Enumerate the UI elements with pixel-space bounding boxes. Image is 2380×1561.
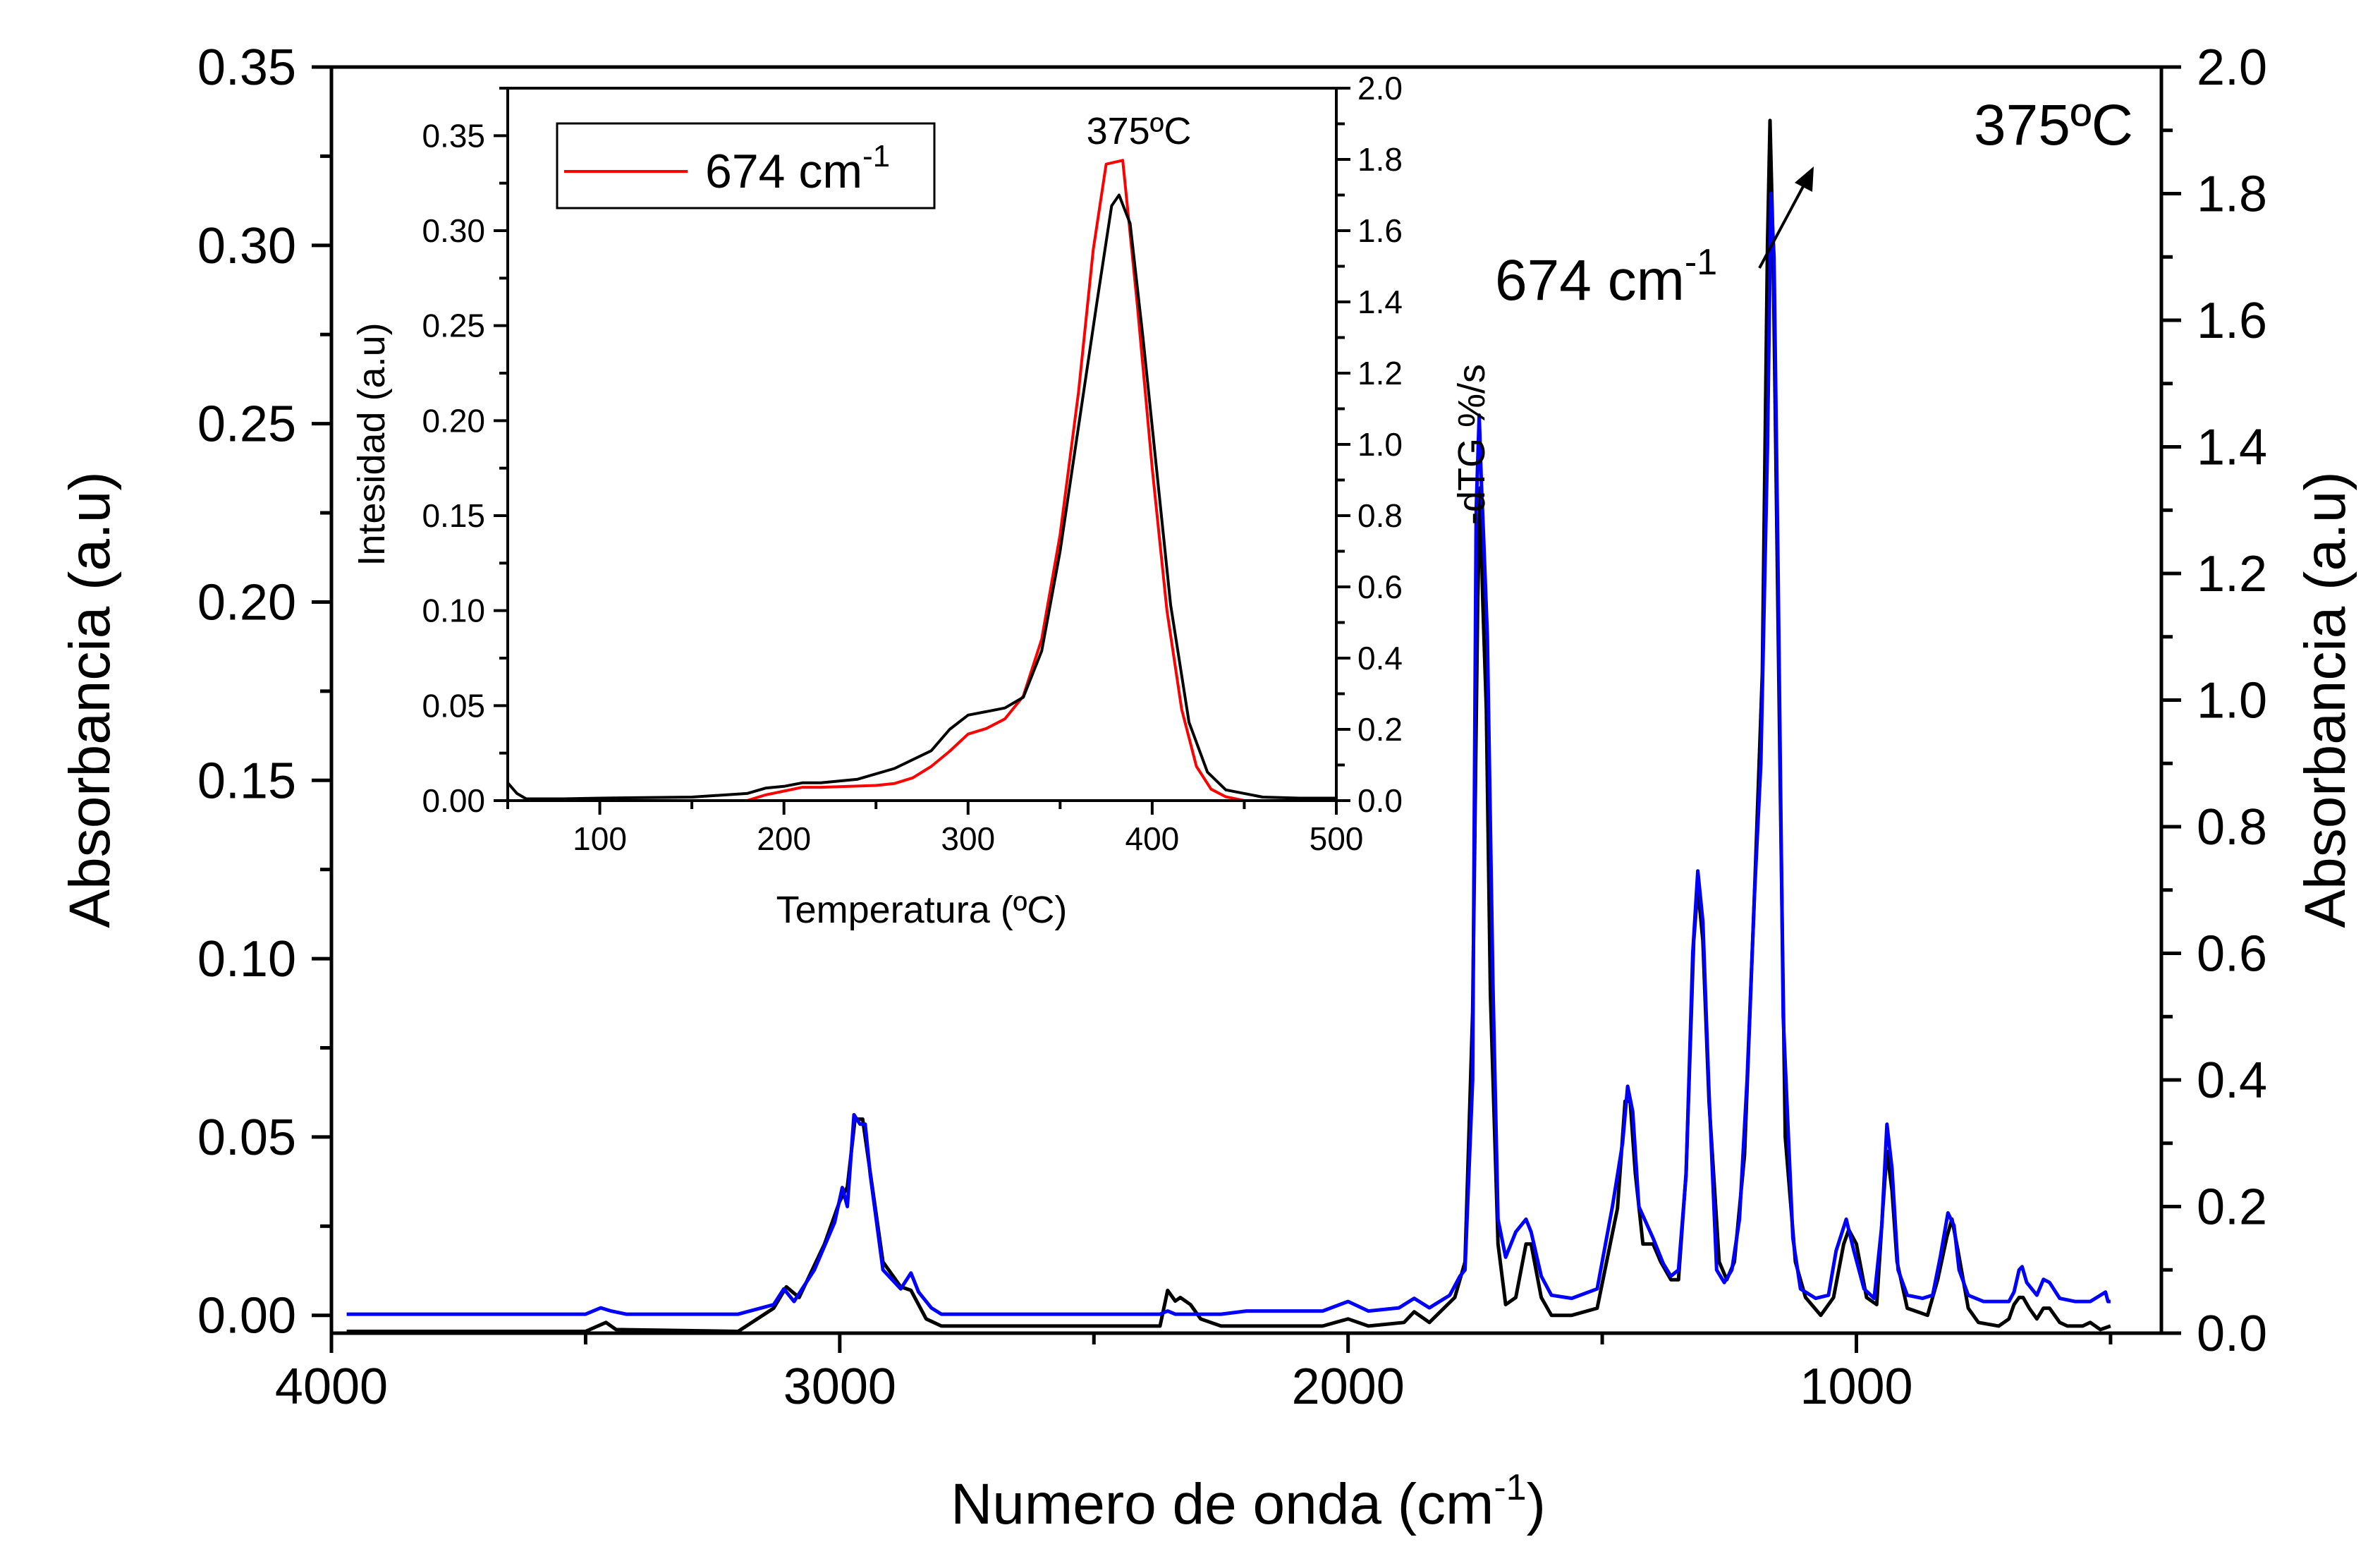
inset-y-left-tick-label: 0.20 [422, 402, 485, 439]
inset-y-right-tick-label: 0.4 [1357, 640, 1403, 676]
main-y-right-tick-label: 1.0 [2197, 673, 2267, 729]
inset-y-ticks-left: 0.00 0.05 0.10 0.15 0.20 0.25 0.30 0.35 [422, 87, 508, 819]
inset-x-tick-label: 400 [1125, 820, 1180, 857]
peak-annotation: 674 cm-1 [1495, 166, 1814, 312]
main-x-tick-label: 4000 [275, 1359, 388, 1415]
inset-legend: 674 cm-1 [556, 122, 936, 209]
inset-y-right-tick-label: 0.6 [1357, 569, 1403, 605]
inset-x-ticks: 100 200 300 400 500 [506, 801, 1364, 857]
main-y-right-tick-label: 0.4 [2197, 1052, 2267, 1109]
main-y-left-tick-label: 0.30 [197, 218, 296, 274]
peak-annotation-arrow-head [1795, 166, 1814, 192]
main-series-line-1 [346, 192, 2111, 1316]
main-y-right-tick-label: 1.4 [2197, 420, 2267, 476]
inset-x-tick-label: 200 [757, 820, 811, 857]
main-y-left-tick-label: 0.20 [197, 574, 296, 631]
main-y-left-tick-label: 0.35 [197, 40, 296, 96]
inset-y-right-tick-label: 0.0 [1357, 782, 1403, 819]
main-y-right-tick-label: 2.0 [2197, 40, 2267, 96]
main-y-right-tick-label: 0.2 [2197, 1179, 2267, 1236]
main-x-tick-label: 3000 [783, 1359, 896, 1415]
inset-y-right-tick-label: 0.2 [1357, 711, 1403, 748]
inset-x-tick-label: 100 [573, 820, 627, 857]
inset-legend-label: 674 cm-1 [705, 139, 890, 198]
main-series-layer [346, 119, 2111, 1333]
peak-annotation-arrow-line [1758, 179, 1808, 269]
main-y-right-tick-label: 0.0 [2197, 1306, 2267, 1362]
main-y-left-tick-label: 0.10 [197, 931, 296, 988]
inset-y-right-tick-label: 2.0 [1357, 70, 1403, 107]
inset-chart: 100 200 300 400 500 0.00 0.05 0.10 0.15 0.20 0.25… [350, 70, 1493, 931]
main-y-right-tick-label: 0.8 [2197, 799, 2267, 856]
main-y-ticks-left: 0.00 0.05 0.10 0.15 0.20 0.25 0.30 0.35 [197, 40, 331, 1344]
main-y-right-tick-label: 1.6 [2197, 293, 2267, 349]
main-series-line-0 [346, 119, 2111, 1333]
main-y-right-tick-label: 1.2 [2197, 546, 2267, 602]
inset-y-axis-title-right: -dTG %/s [1451, 364, 1493, 525]
main-y-left-tick-label: 0.15 [197, 753, 296, 809]
inset-y-left-tick-label: 0.30 [422, 212, 485, 249]
inset-peak-annotation: 375ºC [1087, 110, 1192, 152]
inset-series-line-1 [506, 193, 1336, 801]
inset-y-ticks-right: 0.0 0.2 0.4 0.6 0.8 1.0 1.2 1.4 1.6 1.8 2.0 [1336, 70, 1403, 819]
inset-x-axis-title: Temperatura (ºC) [776, 889, 1068, 931]
inset-series-layer [506, 159, 1336, 802]
main-chart: 4000 3000 2000 1000 0.00 0.05 0.10 0.15 0.20 0.2… [58, 40, 2357, 1536]
inset-y-right-tick-label: 1.8 [1357, 141, 1403, 178]
main-corner-annotation: 375ºC [1974, 93, 2133, 157]
main-y-right-tick-label: 0.6 [2197, 926, 2267, 983]
inset-y-right-tick-label: 1.4 [1357, 284, 1403, 320]
main-x-tick-label: 2000 [1292, 1359, 1405, 1415]
inset-x-tick-label: 500 [1310, 820, 1364, 857]
main-y-right-tick-label: 1.8 [2197, 166, 2267, 223]
main-y-axis-title-left: Absorbancia (a.u) [58, 471, 122, 928]
inset-y-right-tick-label: 1.6 [1357, 212, 1403, 249]
inset-y-left-tick-label: 0.25 [422, 308, 485, 344]
inset-y-left-tick-label: 0.00 [422, 782, 485, 819]
inset-y-left-tick-label: 0.05 [422, 687, 485, 724]
inset-y-left-tick-label: 0.10 [422, 593, 485, 629]
inset-legend-box [556, 122, 936, 209]
inset-y-left-tick-label: 0.35 [422, 117, 485, 154]
inset-y-right-tick-label: 1.0 [1357, 426, 1403, 463]
inset-y-right-tick-label: 0.8 [1357, 497, 1403, 534]
main-x-tick-label: 1000 [1800, 1359, 1912, 1415]
main-y-left-tick-label: 0.05 [197, 1110, 296, 1166]
inset-y-right-tick-label: 1.2 [1357, 355, 1403, 391]
main-y-left-tick-label: 0.25 [197, 396, 296, 453]
main-y-left-tick-label: 0.00 [197, 1288, 296, 1344]
main-x-axis-title: Numero de onda (cm-1) [951, 1467, 1546, 1536]
inset-x-tick-label: 300 [941, 820, 995, 857]
main-y-axis-title-right: Absorbancia (a.u) [2293, 471, 2357, 928]
inset-y-axis-title-left: Intesidad (a.u) [350, 322, 393, 566]
main-x-ticks: 4000 3000 2000 1000 [275, 1333, 2113, 1415]
inset-y-left-tick-label: 0.15 [422, 497, 485, 534]
inset-series-line-0 [746, 159, 1245, 802]
peak-annotation-label: 674 cm-1 [1495, 242, 1717, 312]
main-y-ticks-right: 0.0 0.2 0.4 0.6 0.8 1.0 1.2 1.4 1.6 1.8 2.0 [2161, 40, 2267, 1362]
